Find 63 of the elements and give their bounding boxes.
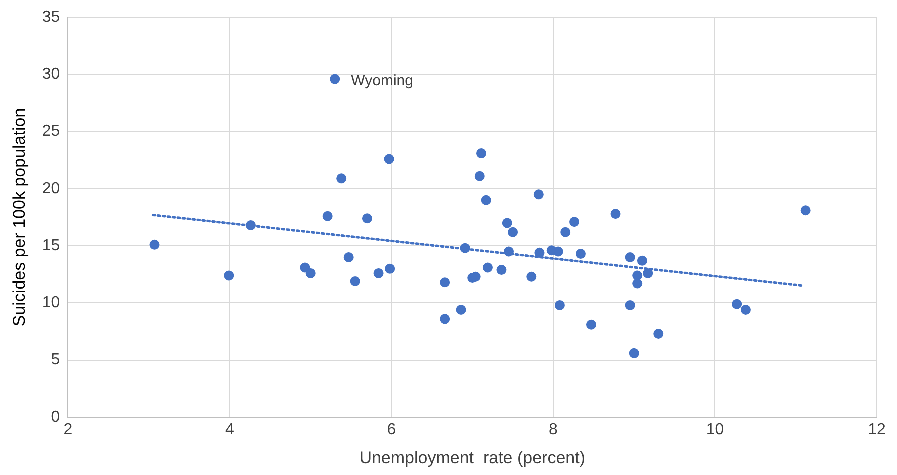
point [481, 195, 492, 206]
point [576, 249, 586, 260]
y-tick-label: 10 [42, 294, 60, 312]
point [502, 218, 512, 228]
y-axis-title: Suicides per 100k population [10, 108, 29, 327]
point [456, 305, 466, 316]
point [534, 248, 545, 258]
point [504, 246, 514, 257]
point [496, 265, 507, 276]
point [560, 227, 571, 238]
point [350, 276, 360, 286]
point [440, 314, 450, 324]
point [643, 268, 654, 278]
point [336, 174, 347, 184]
point [384, 154, 394, 164]
x-tick-label: 12 [868, 421, 886, 438]
point [740, 305, 751, 316]
point [460, 243, 470, 254]
point [610, 209, 621, 220]
point [330, 74, 340, 84]
x-tick-label: 4 [226, 421, 235, 438]
point [625, 252, 636, 262]
point [476, 148, 486, 159]
point [625, 300, 636, 310]
point [732, 299, 742, 310]
point [586, 320, 596, 330]
y-tick-label: 0 [51, 408, 60, 426]
point [553, 246, 564, 257]
point [150, 240, 160, 250]
point [526, 272, 537, 282]
point [385, 264, 396, 274]
point [508, 227, 518, 238]
x-tick-label: 6 [387, 421, 396, 438]
point [570, 217, 580, 228]
y-tick-label: 20 [42, 180, 60, 198]
point [632, 278, 643, 289]
x-tick-label: 10 [706, 421, 724, 438]
point [629, 348, 640, 358]
x-axis-title: Unemployment rate (percent) [360, 448, 586, 468]
point [637, 256, 648, 266]
point [344, 252, 354, 262]
point [554, 300, 565, 310]
x-tick-label: 2 [64, 421, 73, 438]
point [362, 214, 372, 224]
point [534, 190, 544, 200]
x-tick-label: 8 [549, 421, 558, 438]
point [322, 211, 333, 222]
annotation: Wyoming [351, 72, 414, 90]
point [474, 171, 485, 182]
y-tick-label: 15 [42, 237, 60, 254]
point [440, 278, 450, 288]
y-tick-label: 25 [42, 123, 60, 140]
y-tick-label: 5 [51, 352, 60, 369]
point [224, 270, 234, 281]
y-tick-label: 30 [42, 66, 60, 84]
point [306, 268, 316, 278]
point [654, 329, 664, 340]
point [246, 220, 256, 230]
point [374, 268, 384, 278]
point [800, 206, 811, 216]
point [482, 262, 493, 273]
point [632, 270, 643, 281]
y-tick-label: 35 [42, 9, 60, 26]
